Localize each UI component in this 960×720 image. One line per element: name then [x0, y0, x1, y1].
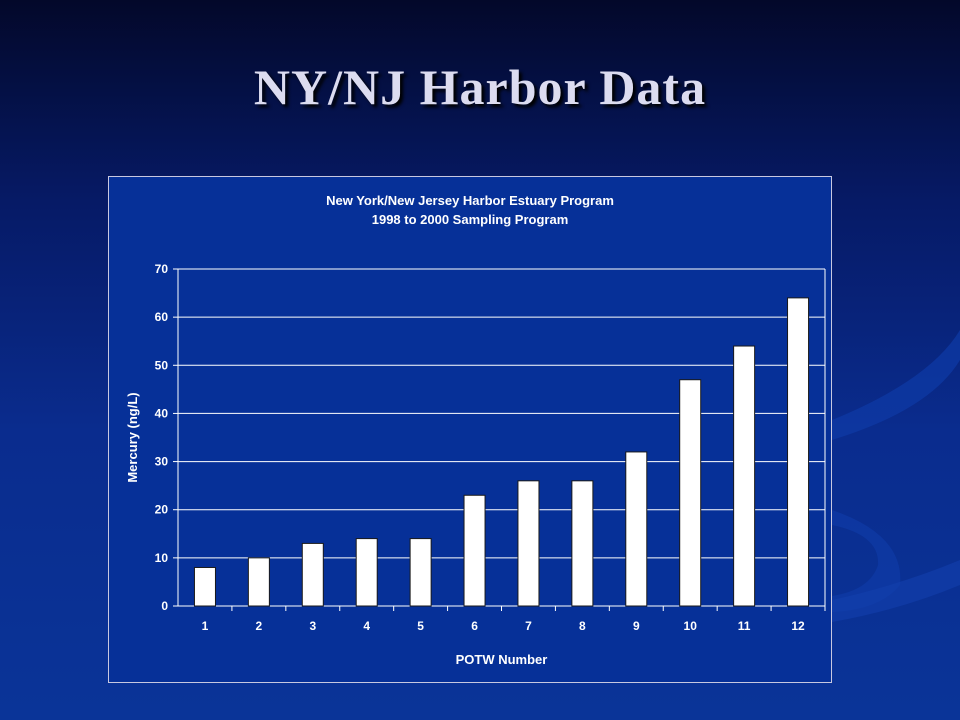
- chart-title: New York/New Jersey Harbor Estuary Progr…: [326, 193, 614, 208]
- y-tick-label: 40: [155, 406, 169, 420]
- chart-subtitle: 1998 to 2000 Sampling Program: [371, 212, 569, 227]
- y-axis-title: Mercury (ng/L): [125, 392, 140, 482]
- x-tick-label: 11: [738, 619, 751, 633]
- y-tick-label: 0: [161, 599, 168, 613]
- x-tick-label: 2: [256, 619, 263, 633]
- bar: [355, 538, 378, 607]
- bar: [247, 557, 270, 607]
- x-tick-label: 7: [525, 619, 532, 633]
- x-tick-label: 4: [363, 619, 370, 633]
- bar: [301, 542, 324, 607]
- x-tick-label: 10: [684, 619, 698, 633]
- y-tick-label: 20: [155, 503, 169, 517]
- bar: [193, 566, 216, 607]
- bar: [463, 494, 486, 607]
- bar: [517, 480, 540, 607]
- x-tick-label: 12: [791, 619, 805, 633]
- y-tick-label: 60: [155, 310, 169, 324]
- x-tick-label: 9: [633, 619, 640, 633]
- bar: [679, 379, 702, 607]
- bar: [787, 297, 810, 607]
- x-tick-label: 5: [417, 619, 424, 633]
- bar: [625, 451, 648, 607]
- x-tick-label: 3: [309, 619, 316, 633]
- chart-title-block: New York/New Jersey Harbor Estuary Progr…: [108, 192, 832, 230]
- y-tick-label: 50: [155, 358, 169, 372]
- y-tick-label: 30: [155, 455, 169, 469]
- slide-title: NY/NJ Harbor Data: [253, 59, 707, 115]
- x-tick-label: 1: [202, 619, 209, 633]
- y-tick-label: 70: [155, 262, 169, 276]
- x-axis-title: POTW Number: [456, 652, 548, 667]
- x-tick-label: 8: [579, 619, 586, 633]
- bar: [733, 345, 756, 607]
- bar: [409, 538, 432, 607]
- y-tick-label: 10: [155, 551, 169, 565]
- bar: [571, 480, 594, 607]
- x-tick-label: 6: [471, 619, 478, 633]
